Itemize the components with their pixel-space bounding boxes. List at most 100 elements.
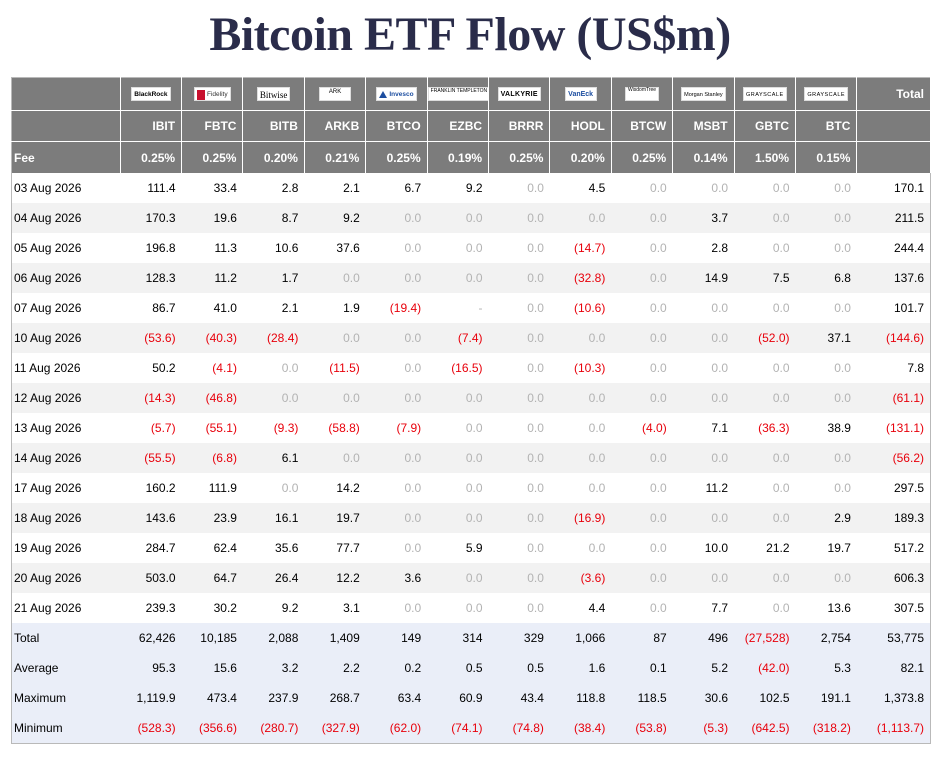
date-cell: 17 Aug 2026 (14, 481, 82, 495)
ark-invest-logo: ARK (319, 87, 352, 102)
summary-cell: 1,066 (549, 623, 612, 653)
corner-cell (11, 77, 121, 111)
flow-cell: 6.7 (404, 181, 422, 195)
flow-cell: 2.8 (711, 241, 729, 255)
ticker-header: BTCW (611, 110, 674, 142)
flow-cell: 0.0 (488, 443, 550, 473)
flow-cell: 0.0 (527, 601, 544, 615)
summary-cell: 30.6 (672, 683, 735, 713)
date-cell: 14 Aug 2026 (11, 443, 121, 473)
date-cell: 07 Aug 2026 (14, 301, 82, 315)
summary-cell: (27,528) (734, 623, 796, 653)
flow-cell: 0.0 (527, 481, 544, 495)
flow-cell: 128.3 (120, 263, 182, 293)
issuer-logo-cell: WisdomTree (611, 77, 674, 111)
flow-cell: 1.9 (343, 301, 360, 315)
ticker-header: MSBT (672, 110, 735, 142)
flow-cell: 0.0 (404, 361, 422, 375)
bitwise-logo: Bitwise (256, 87, 291, 102)
flow-cell: 0.0 (427, 203, 489, 233)
date-cell: 05 Aug 2026 (14, 241, 82, 255)
summary-cell: 10,185 (181, 623, 243, 653)
table-row: 19 Aug 2026 284.7 62.4 35.6 77.7 0.0 5.9 0.0 0.0… (12, 533, 931, 563)
ticker-header: FBTC (181, 110, 244, 142)
summary-cell: 0.5 (427, 653, 489, 683)
flow-cell: 6.8 (795, 263, 857, 293)
flow-cell: 503.0 (120, 563, 182, 593)
flow-cell: 0.0 (304, 383, 366, 413)
flow-cell: (7.4) (427, 323, 489, 353)
summary-cell: 496 (672, 623, 735, 653)
summary-cell: 0.5 (488, 653, 550, 683)
flow-cell: 0.0 (427, 263, 489, 293)
flow-cell: 7.7 (711, 601, 729, 615)
flow-cell: 0.0 (488, 563, 550, 593)
flow-cell: 0.0 (527, 181, 544, 195)
flow-cell: 0.0 (711, 301, 729, 315)
flow-cell: 0.0 (488, 383, 550, 413)
flow-cell: 0.0 (772, 601, 790, 615)
franklin-templeton-logo: FRANKLIN TEMPLETON (427, 87, 488, 102)
fee-cell: 0.25% (611, 141, 674, 173)
summary-total-cell: 82.1 (856, 653, 931, 683)
summary-cell: 329 (488, 623, 550, 653)
flow-cell: 6.1 (242, 443, 305, 473)
flow-cell: 0.0 (588, 481, 606, 495)
fee-cell: 0.21% (304, 141, 367, 173)
date-cell: 03 Aug 2026 (14, 181, 82, 195)
flow-cell: 0.0 (672, 323, 735, 353)
invesco-logo-mark (379, 91, 388, 99)
flow-cell: 0.0 (734, 503, 796, 533)
summary-cell: (74.1) (427, 713, 489, 744)
summary-cell: (53.8) (611, 713, 673, 744)
fee-cell: 0.20% (549, 141, 612, 173)
summary-cell: (74.8) (488, 713, 550, 744)
grayscale-logo: GRAYSCALE (804, 87, 849, 102)
flow-cell: 0.0 (611, 203, 673, 233)
ticker-total-cell (856, 110, 931, 142)
summary-cell: (642.5) (734, 713, 796, 744)
table-row: 12 Aug 2026 (14.3) (46.8) 0.0 0.0 0.0 0.0 0.0 0.… (11, 383, 931, 413)
summary-cell: 118.8 (549, 683, 612, 713)
flow-cell: 12.2 (304, 563, 366, 593)
summary-cell: 62,426 (120, 623, 182, 653)
flow-cell: (58.8) (328, 421, 360, 435)
flow-cell: (16.5) (451, 361, 483, 375)
flow-cell: 0.0 (365, 443, 428, 473)
flow-cell: 0.0 (465, 481, 483, 495)
flow-cell: 0.0 (834, 181, 851, 195)
ticker-header: IBIT (120, 110, 183, 142)
flow-cell: 0.0 (488, 263, 550, 293)
flow-cell: 0.0 (427, 503, 489, 533)
flow-cell: (10.6) (573, 301, 606, 315)
fee-cell: 0.20% (242, 141, 305, 173)
flow-cell: 0.0 (650, 481, 667, 495)
flow-cell: 8.7 (242, 203, 305, 233)
row-total-cell: 606.3 (856, 563, 931, 593)
flow-cell: 0.0 (611, 443, 673, 473)
flow-cell: 0.0 (281, 481, 299, 495)
issuer-logo-cell: VALKYRIE (488, 77, 551, 111)
flow-cell: 0.0 (795, 563, 857, 593)
table-row: 20 Aug 2026 503.0 64.7 26.4 12.2 3.6 0.0 0.0 (3.… (11, 563, 931, 593)
summary-cell: 314 (427, 623, 489, 653)
row-total-cell: 211.5 (856, 203, 931, 233)
flow-cell: 0.0 (549, 203, 612, 233)
table-row: 17 Aug 2026 160.2 111.9 0.0 14.2 0.0 0.0 0.0 0.0… (12, 473, 931, 503)
issuer-logo-cell: GRAYSCALE (734, 77, 797, 111)
flow-cell: 0.0 (527, 361, 544, 375)
flow-cell: 11.3 (214, 241, 237, 255)
summary-total-cell: 1,373.8 (856, 683, 931, 713)
flow-cell: (14.7) (573, 241, 606, 255)
table-row: 07 Aug 2026 86.7 41.0 2.1 1.9 (19.4) - 0.0 (10.6… (12, 293, 931, 323)
date-cell: 12 Aug 2026 (11, 383, 121, 413)
summary-row: Average 95.3 15.6 3.2 2.2 0.2 0.5 0.5 1.6 0.1 5.2(… (11, 653, 931, 683)
flow-cell: 111.9 (208, 481, 237, 495)
flow-cell: 160.2 (145, 481, 176, 495)
issuer-logo-cell: GRAYSCALE (795, 77, 858, 111)
flow-cell: 2.9 (795, 503, 857, 533)
summary-cell: 268.7 (304, 683, 366, 713)
flow-cell: (7.9) (396, 421, 422, 435)
fee-cell: 0.19% (427, 141, 490, 173)
flow-cell: 7.5 (734, 263, 796, 293)
